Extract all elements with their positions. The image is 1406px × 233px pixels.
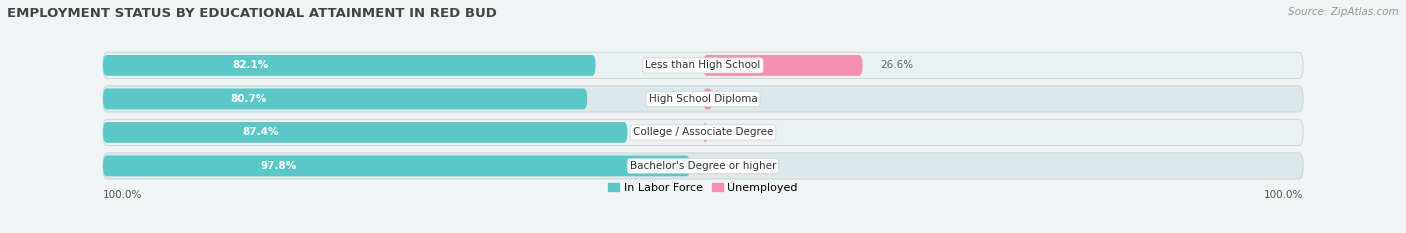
FancyBboxPatch shape [103,89,588,109]
Text: 80.7%: 80.7% [231,94,267,104]
FancyBboxPatch shape [103,119,1303,145]
Text: 0.8%: 0.8% [725,127,752,137]
Text: Bachelor's Degree or higher: Bachelor's Degree or higher [630,161,776,171]
FancyBboxPatch shape [703,89,713,109]
FancyBboxPatch shape [103,55,596,76]
FancyBboxPatch shape [703,122,707,143]
Legend: In Labor Force, Unemployed: In Labor Force, Unemployed [603,178,803,197]
Text: 1.6%: 1.6% [731,94,756,104]
Text: Source: ZipAtlas.com: Source: ZipAtlas.com [1288,7,1399,17]
Text: 97.8%: 97.8% [262,161,297,171]
FancyBboxPatch shape [103,153,1303,179]
Text: High School Diploma: High School Diploma [648,94,758,104]
Text: 26.6%: 26.6% [880,60,914,70]
FancyBboxPatch shape [103,156,690,176]
FancyBboxPatch shape [103,122,627,143]
Text: 100.0%: 100.0% [1264,190,1303,200]
Text: 82.1%: 82.1% [232,60,269,70]
Text: 100.0%: 100.0% [103,190,142,200]
Text: 87.4%: 87.4% [242,127,278,137]
Text: College / Associate Degree: College / Associate Degree [633,127,773,137]
FancyBboxPatch shape [103,52,1303,79]
Text: Less than High School: Less than High School [645,60,761,70]
FancyBboxPatch shape [703,55,863,76]
Text: EMPLOYMENT STATUS BY EDUCATIONAL ATTAINMENT IN RED BUD: EMPLOYMENT STATUS BY EDUCATIONAL ATTAINM… [7,7,496,20]
Text: 0.0%: 0.0% [721,161,747,171]
FancyBboxPatch shape [103,86,1303,112]
